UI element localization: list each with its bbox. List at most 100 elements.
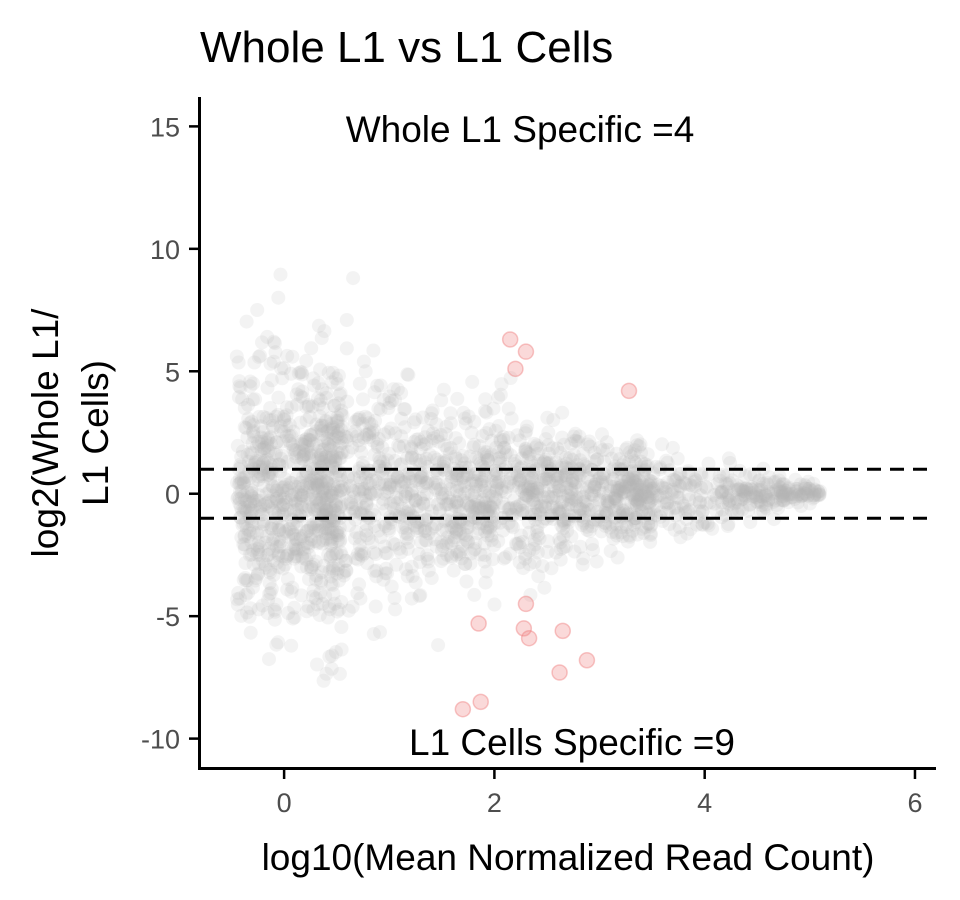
background-point	[628, 492, 643, 507]
background-point	[456, 493, 471, 508]
background-point	[501, 502, 516, 517]
background-point	[239, 494, 254, 509]
background-point	[640, 490, 655, 504]
background-point	[324, 569, 339, 584]
background-point	[632, 478, 646, 493]
background-point	[527, 532, 542, 547]
background-point	[326, 436, 341, 450]
background-point	[266, 504, 281, 518]
background-point	[334, 595, 349, 609]
background-point	[233, 500, 248, 515]
background-point	[734, 480, 749, 495]
background-point	[474, 472, 489, 487]
background-point	[547, 484, 562, 499]
significant-point	[454, 700, 472, 718]
background-point	[352, 470, 367, 485]
background-point	[236, 475, 251, 490]
background-point	[369, 569, 384, 584]
background-point	[413, 441, 428, 456]
background-point	[773, 493, 788, 507]
background-point	[481, 503, 496, 518]
background-point	[352, 461, 367, 476]
background-point	[522, 543, 537, 558]
background-point	[731, 482, 746, 497]
background-point	[485, 500, 500, 515]
significant-point	[515, 620, 533, 637]
background-point	[333, 431, 348, 446]
background-point	[253, 348, 268, 363]
background-point	[673, 479, 688, 494]
background-point	[314, 453, 329, 468]
background-point	[492, 475, 507, 490]
background-point	[408, 494, 423, 509]
background-point	[594, 524, 609, 539]
background-point	[561, 489, 576, 504]
background-point	[532, 531, 547, 546]
background-point	[712, 484, 727, 499]
background-point	[324, 576, 338, 591]
background-point	[489, 478, 504, 493]
background-point	[478, 500, 493, 515]
background-point	[436, 491, 451, 506]
background-point	[260, 548, 275, 563]
background-point	[288, 538, 303, 553]
background-point	[255, 460, 270, 475]
background-point	[424, 406, 439, 421]
background-point	[551, 483, 566, 498]
background-point	[526, 492, 541, 507]
background-point	[510, 468, 525, 483]
background-point	[339, 313, 354, 327]
background-point	[446, 563, 461, 578]
background-point	[334, 480, 349, 494]
background-point	[662, 517, 677, 531]
background-point	[572, 468, 587, 483]
background-point	[269, 445, 283, 460]
background-point	[321, 490, 336, 504]
background-point	[376, 454, 391, 469]
background-point	[488, 423, 503, 438]
background-point	[320, 476, 335, 491]
background-point	[721, 517, 736, 532]
background-point	[507, 457, 522, 471]
y-tick-label: 15	[150, 112, 180, 142]
background-point	[334, 446, 349, 461]
background-point	[263, 401, 278, 415]
background-point	[553, 542, 568, 556]
background-point	[398, 525, 413, 540]
background-point	[390, 469, 405, 484]
background-point	[738, 469, 753, 484]
background-point	[361, 531, 376, 546]
background-point	[273, 498, 288, 512]
background-point	[239, 504, 254, 519]
background-point	[372, 450, 387, 465]
background-point	[277, 505, 292, 520]
background-point	[315, 401, 330, 416]
background-point	[388, 453, 402, 468]
background-point	[480, 452, 495, 467]
background-point	[607, 494, 622, 509]
background-point	[331, 430, 346, 445]
background-point	[460, 534, 475, 549]
background-point	[567, 509, 582, 524]
background-point	[256, 456, 271, 471]
background-point	[277, 472, 292, 486]
background-point	[626, 463, 641, 478]
background-point	[318, 450, 333, 465]
background-point	[457, 486, 472, 501]
background-point	[250, 538, 265, 553]
background-point	[332, 489, 347, 504]
background-point	[499, 445, 514, 460]
background-point	[789, 484, 804, 499]
background-point	[709, 490, 724, 505]
background-point	[318, 413, 333, 428]
background-point	[765, 491, 780, 506]
background-point	[467, 414, 482, 429]
background-point	[261, 444, 276, 459]
background-point	[722, 494, 737, 508]
background-point	[323, 550, 338, 565]
background-point	[271, 290, 286, 305]
background-point	[560, 480, 575, 495]
background-point	[436, 454, 451, 469]
background-point	[344, 497, 359, 511]
background-point	[328, 468, 343, 483]
